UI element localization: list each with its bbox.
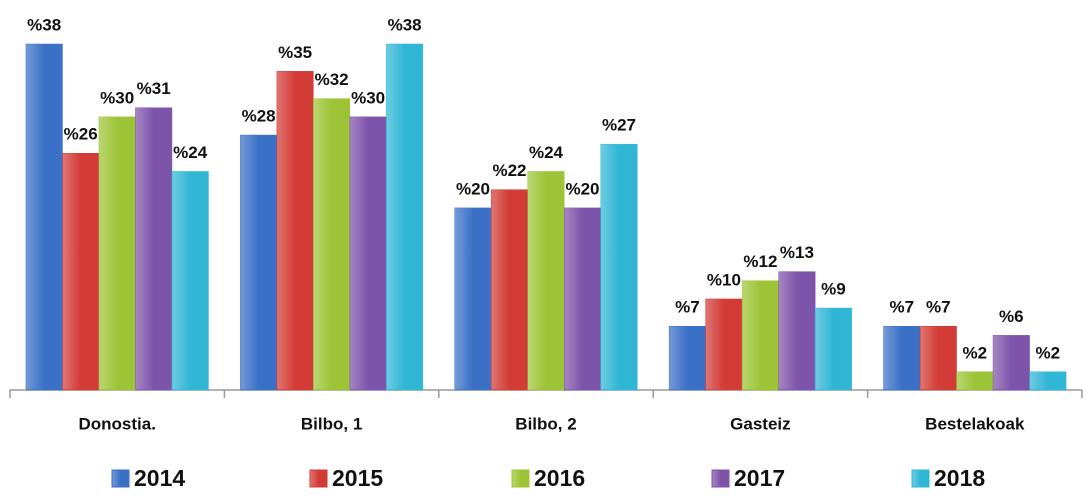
data-label: %30: [351, 88, 385, 107]
data-label: %28: [242, 107, 276, 126]
bar: [919, 326, 957, 391]
data-label: %20: [565, 179, 599, 198]
bar: [956, 371, 994, 391]
data-label: %9: [821, 280, 846, 299]
legend-label: 2018: [934, 465, 985, 491]
x-tick-label: Gasteiz: [730, 414, 790, 433]
bar: [527, 171, 565, 391]
legend-swatch: [911, 469, 930, 488]
bar: [98, 116, 136, 391]
legend-label: 2014: [134, 465, 185, 491]
bar: [600, 143, 638, 391]
legend-label: 2017: [734, 465, 785, 491]
bar: [135, 107, 173, 391]
data-label: %7: [890, 298, 915, 317]
legend-swatch: [309, 469, 328, 488]
bar: [386, 43, 424, 391]
x-tick-label: Donostia.: [78, 414, 155, 433]
bar: [491, 189, 528, 391]
bar: [668, 326, 706, 391]
data-label: %24: [529, 143, 564, 162]
data-label: %38: [27, 15, 61, 34]
data-label: %7: [926, 298, 951, 317]
bar: [992, 335, 1030, 391]
data-label: %27: [602, 116, 636, 135]
bar: [705, 298, 743, 391]
data-label: %31: [137, 79, 171, 98]
bar: [276, 71, 314, 391]
data-label: %22: [492, 161, 526, 180]
data-label: %7: [675, 298, 700, 317]
data-label: %30: [100, 88, 134, 107]
legend-swatch: [711, 469, 730, 488]
data-label: %35: [278, 43, 312, 62]
bar: [454, 207, 492, 391]
bar: [564, 207, 601, 391]
bar: [883, 326, 921, 391]
data-label: %26: [64, 125, 98, 144]
data-label: %10: [707, 270, 741, 289]
legend-swatch: [511, 469, 530, 488]
bar: [778, 271, 816, 391]
data-label: %12: [743, 252, 777, 271]
data-label: %38: [388, 15, 422, 34]
data-label: %2: [963, 343, 988, 362]
data-label: %24: [173, 143, 208, 162]
data-label: %13: [780, 243, 814, 262]
data-label: %6: [999, 307, 1024, 326]
legend-swatch: [111, 469, 130, 488]
data-label: %2: [1036, 343, 1061, 362]
bar: [240, 134, 278, 391]
bar: [62, 153, 100, 391]
legend-label: 2016: [534, 465, 585, 491]
bar: [741, 280, 779, 391]
x-tick-label: Bilbo, 2: [515, 414, 576, 433]
bar: [814, 307, 852, 391]
bar: [25, 43, 63, 391]
x-tick-label: Bestelakoak: [925, 414, 1025, 433]
data-label: %32: [315, 70, 349, 89]
x-tick-label: Bilbo, 1: [301, 414, 362, 433]
data-label: %20: [456, 179, 490, 198]
bar: [1029, 371, 1067, 391]
bar: [313, 98, 351, 391]
bar: [171, 171, 209, 391]
bar: [349, 116, 387, 391]
legend-label: 2015: [332, 465, 383, 491]
